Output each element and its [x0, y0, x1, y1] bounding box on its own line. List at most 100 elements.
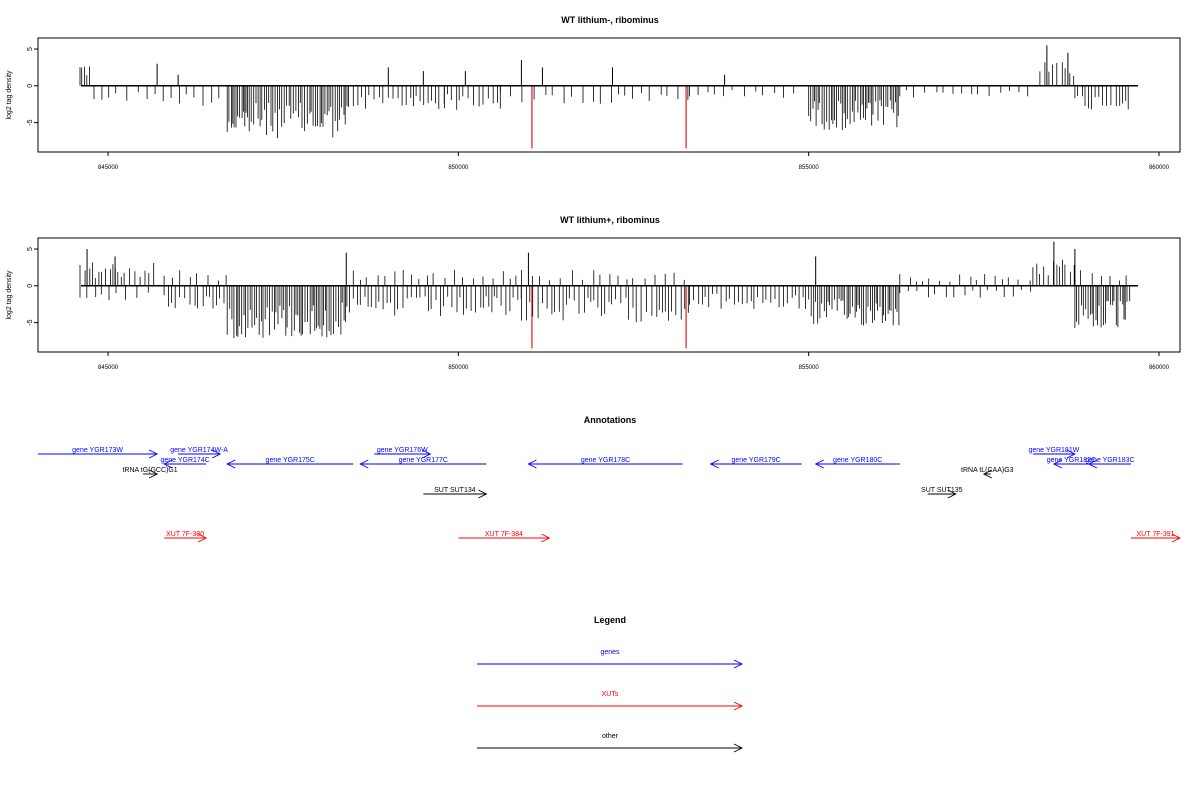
feature-arrow-arrowhead: [197, 533, 208, 543]
feature-gene: gene YGR176W: [374, 447, 432, 459]
feature-label: tRNA tL(CAA)G3: [961, 467, 1014, 474]
y-axis-label: log2 tag density: [6, 270, 13, 320]
legend: Legend genes XUTs other: [477, 615, 744, 753]
density-panel-lithium-plus: WT lithium+, ribominus log2 tag density …: [6, 215, 1181, 371]
feature-arrow-arrowhead: [148, 469, 159, 479]
plot-frame: [37, 237, 1181, 353]
annotations-track: Annotations gene YGR173W gene YGR174W-A ge…: [38, 415, 1182, 543]
legend-label: genes: [600, 649, 620, 656]
feature-label: gene YGR174W-A: [170, 447, 228, 454]
highlight-group: [531, 85, 687, 149]
feature-other: tRNA tL(CAA)G3: [961, 467, 1014, 479]
highlight-group: [531, 285, 687, 349]
feature-gene: gene YGR173W: [38, 447, 159, 459]
legend-item: genes: [477, 649, 744, 669]
feature-other: tRNA tG(GCC)G1: [122, 467, 178, 479]
x-axis: 845000 850000 855000 860000: [98, 352, 1170, 371]
feature-label: gene YGR183C: [1085, 457, 1134, 464]
feature-gene: gene YGR180C: [814, 457, 900, 469]
feature-gene: gene YGR175C: [226, 457, 354, 469]
y-axis: -5 0 5: [27, 47, 38, 126]
x-tick-label: 845000: [98, 365, 119, 371]
feature-arrow-arrowhead: [947, 489, 957, 499]
feature-gene: gene YGR178C: [527, 457, 683, 469]
panel-title: WT lithium-, ribominus: [561, 15, 659, 25]
plot-frame: [37, 37, 1181, 153]
legend-arrow-arrowhead: [733, 659, 744, 669]
feature-arrow-arrowhead: [478, 489, 488, 499]
x-tick-label: 845000: [98, 165, 119, 171]
feature-other: SUT SUT134: [423, 487, 488, 499]
feature-label: gene YGR181W: [1028, 447, 1079, 454]
feature-gene: gene YGR174C: [160, 457, 210, 469]
y-tick-label: -5: [27, 119, 34, 125]
feature-arrow-arrowhead: [1087, 459, 1098, 469]
y-axis: -5 0 5: [27, 247, 38, 326]
feature-label: gene YGR173W: [72, 447, 123, 454]
feature-arrow-arrowhead: [211, 449, 222, 459]
legend-arrow-arrowhead: [733, 701, 744, 711]
x-tick-label: 860000: [1149, 165, 1170, 171]
feature-label: tRNA tG(GCC)G1: [122, 467, 177, 474]
bar-group: [79, 241, 1131, 338]
feature-label: gene YGR177C: [399, 457, 448, 464]
feature-label: SUT SUT135: [921, 487, 963, 494]
feature-arrow-arrowhead: [1052, 459, 1063, 469]
y-tick-label: 0: [27, 84, 34, 88]
legend-label: XUTs: [602, 691, 619, 698]
feature-label: XUT 7F-391: [1137, 531, 1175, 538]
y-tick-label: -5: [27, 319, 34, 325]
feature-arrow-arrowhead: [226, 459, 236, 469]
feature-arrow-arrowhead: [148, 449, 159, 459]
y-tick-label: 5: [27, 47, 34, 51]
x-axis: 845000 850000 855000 860000: [98, 152, 1170, 171]
x-tick-label: 855000: [799, 165, 820, 171]
y-tick-label: 5: [27, 247, 34, 251]
legend-item: XUTs: [477, 691, 744, 711]
feature-label: gene YGR178C: [581, 457, 630, 464]
legend-item: other: [477, 733, 744, 753]
feature-label: gene YGR175C: [266, 457, 315, 464]
feature-group: gene YGR173W gene YGR174W-A gene YGR176W ge…: [38, 447, 1182, 543]
feature-gene: gene YGR174W-A: [170, 447, 228, 459]
feature-xut: XUT 7F-391: [1130, 531, 1182, 543]
feature-label: XUT 7F-384: [485, 531, 523, 538]
x-tick-label: 860000: [1149, 365, 1170, 371]
feature-gene: gene YGR182C: [1047, 457, 1096, 469]
feature-arrow-arrowhead: [982, 469, 993, 479]
feature-label: XUT 7F-380: [166, 531, 204, 538]
feature-label: gene YGR174C: [160, 457, 209, 464]
feature-label: gene YGR180C: [833, 457, 882, 464]
annotations-title: Annotations: [584, 415, 637, 425]
feature-arrow-arrowhead: [359, 459, 369, 469]
feature-xut: XUT 7F-384: [458, 531, 551, 543]
feature-arrow-arrowhead: [527, 459, 537, 469]
feature-label: gene YGR179C: [731, 457, 780, 464]
feature-label: SUT SUT134: [434, 487, 476, 494]
feature-arrow-arrowhead: [814, 459, 824, 469]
feature-gene: gene YGR181W: [1028, 447, 1080, 459]
feature-gene: gene YGR183C: [1085, 457, 1135, 469]
legend-label: other: [602, 733, 619, 740]
feature-arrow-arrowhead: [541, 533, 551, 543]
y-tick-label: 0: [27, 284, 34, 288]
legend-items: genes XUTs other: [477, 649, 744, 753]
feature-arrow-arrowhead: [709, 459, 719, 469]
bar-group: [79, 45, 1129, 139]
feature-other: SUT SUT135: [921, 487, 963, 499]
feature-arrow-arrowhead: [1171, 533, 1182, 543]
legend-arrow-arrowhead: [733, 743, 744, 753]
feature-gene: gene YGR177C: [359, 457, 487, 469]
feature-label: gene YGR182C: [1047, 457, 1096, 464]
x-tick-label: 850000: [448, 365, 469, 371]
x-tick-label: 855000: [799, 365, 820, 371]
y-axis-label: log2 tag density: [6, 70, 13, 120]
x-tick-label: 850000: [448, 165, 469, 171]
legend-title: Legend: [594, 615, 626, 625]
panel-title: WT lithium+, ribominus: [560, 215, 660, 225]
feature-arrow-arrowhead: [1066, 449, 1076, 459]
feature-label: gene YGR176W: [377, 447, 428, 454]
feature-arrow-arrowhead: [163, 459, 173, 469]
feature-xut: XUT 7F-380: [164, 531, 208, 543]
